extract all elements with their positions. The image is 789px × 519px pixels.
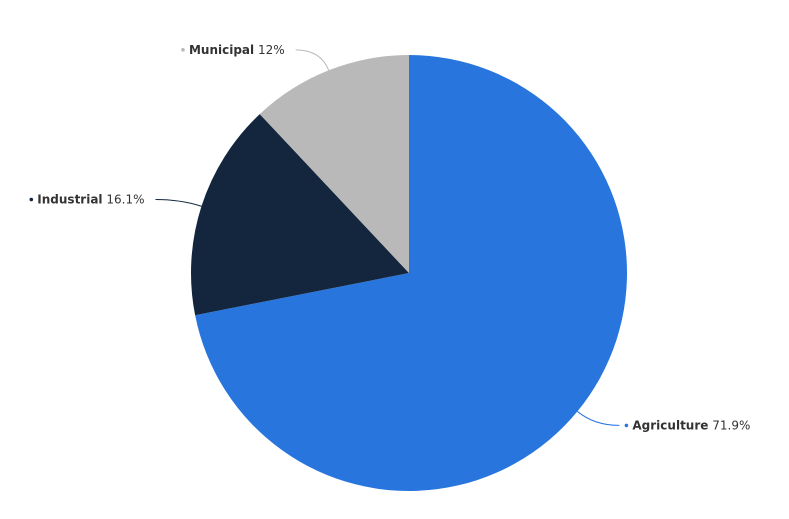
data-label: Agriculture 71.9% — [632, 418, 750, 432]
data-label: Industrial 16.1% — [37, 192, 144, 206]
connector — [155, 199, 202, 207]
category-name: Agriculture — [632, 418, 708, 432]
connector — [577, 411, 620, 426]
pie-slice — [195, 55, 628, 491]
label-bullet — [181, 48, 185, 52]
pie-slice — [191, 114, 409, 316]
data-label: Municipal 12% — [189, 42, 285, 56]
category-name: Industrial — [37, 192, 102, 206]
connector — [295, 49, 330, 71]
value-label: 12% — [258, 42, 285, 56]
category-name: Municipal — [189, 42, 254, 56]
value-label: 16.1% — [106, 192, 144, 206]
label-bullet — [624, 423, 629, 428]
label-bullet — [29, 197, 34, 202]
value-label: 71.9% — [712, 418, 750, 432]
pie-slice — [259, 55, 409, 273]
